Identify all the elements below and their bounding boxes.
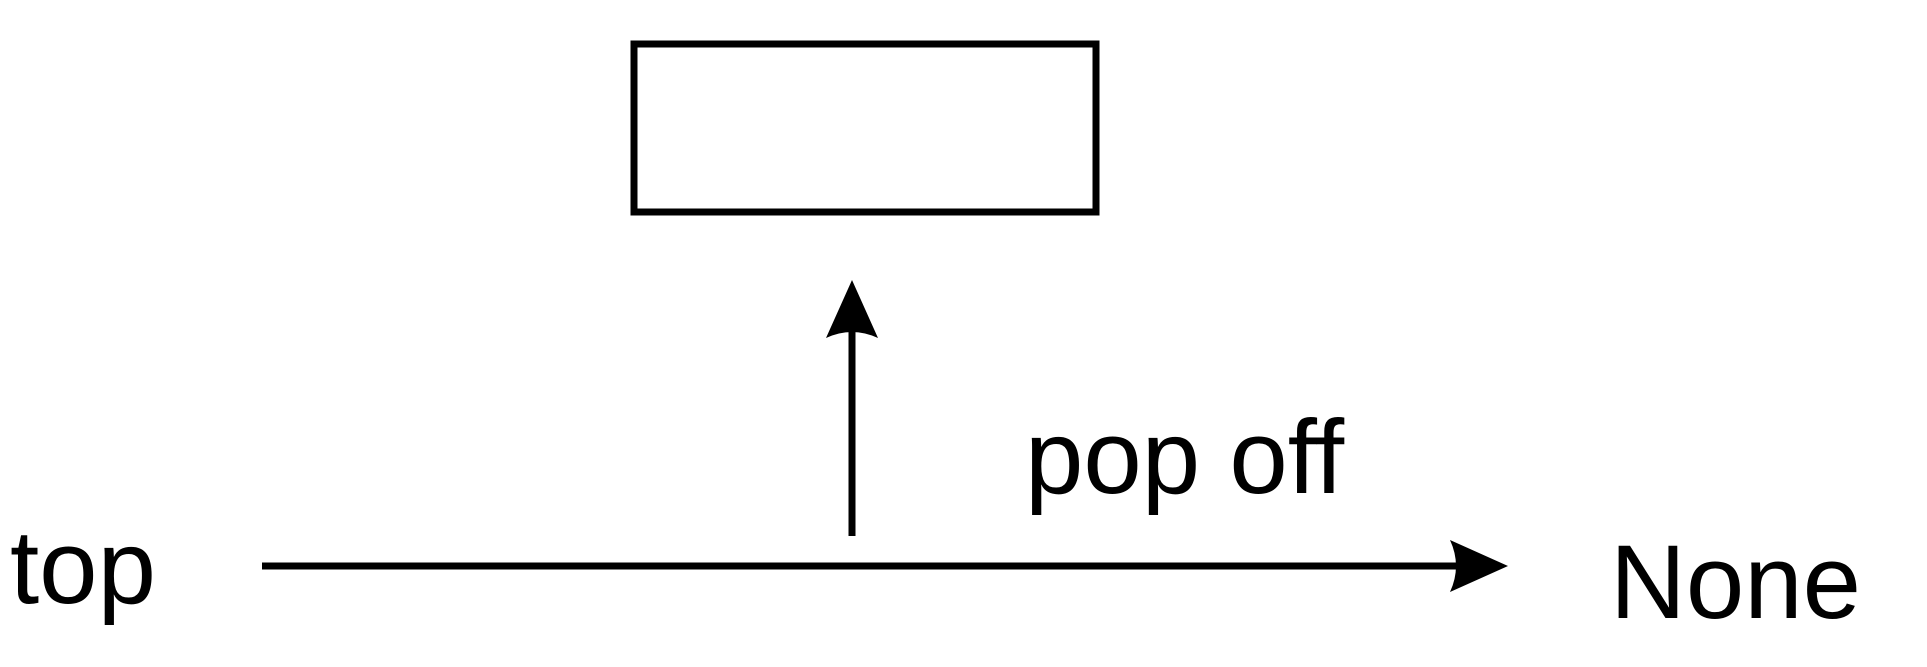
none-label: None <box>1610 524 1862 641</box>
pointer-arrow-head <box>1450 540 1508 592</box>
pointer-arrow <box>262 540 1508 592</box>
pop-arrow <box>826 280 878 536</box>
pop-arrow-head <box>826 280 878 338</box>
top-label: top <box>10 509 156 626</box>
popped-node-box <box>630 40 1100 216</box>
pop-off-label: pop off <box>1025 399 1345 516</box>
